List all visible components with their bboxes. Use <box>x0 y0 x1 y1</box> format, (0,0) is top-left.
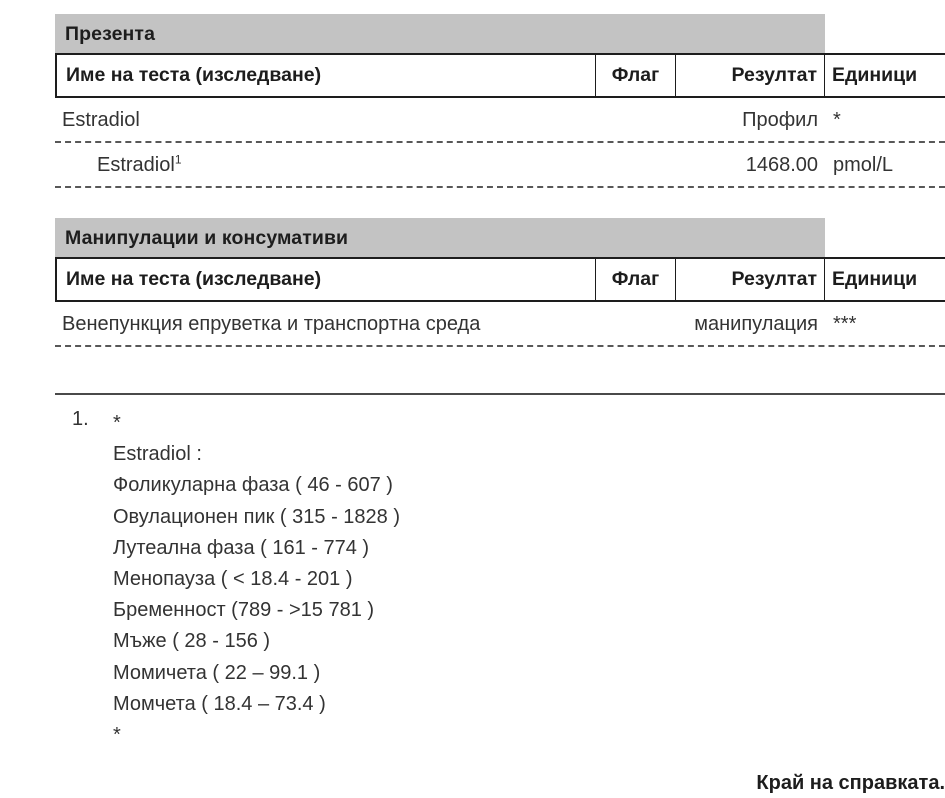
footnote-line: Estradiol : <box>113 443 202 466</box>
footnote-divider <box>55 393 945 395</box>
column-header-test-name: Име на теста (изследване) <box>55 55 596 96</box>
cell-units: pmol/L <box>833 154 894 176</box>
cell-test-name: Венепункция епруветка и транспортна сред… <box>55 313 596 336</box>
cell-units: * <box>833 109 841 131</box>
table-header-row: Име на теста (изследване) Флаг Резултат … <box>55 53 945 98</box>
footnote-item: 1. * Estradiol : Фоликуларна фаза ( 46 -… <box>55 408 945 751</box>
footnote-line: * <box>113 724 121 747</box>
table-row: Estradiol Профил * <box>55 98 945 143</box>
column-header-flag: Флаг <box>596 55 676 96</box>
section-header-band: Манипулации и консумативи <box>55 218 825 257</box>
footnote-number: 1. <box>72 408 89 430</box>
cell-result: манипулация <box>694 313 818 335</box>
column-header-units: Единици <box>832 64 918 86</box>
column-header-test-name: Име на теста (изследване) <box>55 259 596 300</box>
report-section: Презента Име на теста (изследване) Флаг … <box>55 14 945 188</box>
report-end-label: Край на справката. <box>756 772 945 794</box>
section-header-band: Презента <box>55 14 825 53</box>
cell-result: Профил <box>742 109 818 131</box>
footnote-line: Мъже ( 28 - 156 ) <box>113 630 271 653</box>
report-section: Манипулации и консумативи Име на теста (… <box>55 218 945 347</box>
section-title: Манипулации и консумативи <box>65 227 349 249</box>
column-header-units: Единици <box>832 268 918 290</box>
cell-result: 1468.00 <box>745 154 818 176</box>
footnote-reference-marker: 1 <box>174 152 182 167</box>
footnote-line: Фоликуларна фаза ( 46 - 607 ) <box>113 474 393 497</box>
footnote-line: Бременност (789 - >15 781 ) <box>113 599 375 622</box>
footnote-line: Момчета ( 18.4 – 73.4 ) <box>113 692 326 715</box>
cell-test-name: Estradiol <box>55 109 596 132</box>
cell-units: *** <box>833 313 857 335</box>
cell-test-name: Estradiol1 <box>55 152 596 177</box>
column-header-result: Резултат <box>676 259 825 300</box>
test-name-text: Estradiol <box>62 109 140 131</box>
footnote-line: Овулационен пик ( 315 - 1828 ) <box>113 505 400 528</box>
footnote-line: Менопауза ( < 18.4 - 201 ) <box>113 568 353 591</box>
table-row: Estradiol1 1468.00 pmol/L <box>55 143 945 188</box>
test-name-text: Венепункция епруветка и транспортна сред… <box>62 313 481 335</box>
footnote-line: Лутеална фаза ( 161 - 774 ) <box>113 536 370 559</box>
footnote-list: 1. * Estradiol : Фоликуларна фаза ( 46 -… <box>55 408 945 751</box>
footnote-line: * <box>113 412 121 434</box>
section-title: Презента <box>65 23 156 45</box>
footnote-line: Момичета ( 22 – 99.1 ) <box>113 661 321 684</box>
test-name-text: Estradiol <box>97 154 175 176</box>
column-header-result: Резултат <box>676 55 825 96</box>
table-header-row: Име на теста (изследване) Флаг Резултат … <box>55 257 945 302</box>
column-header-flag: Флаг <box>596 259 676 300</box>
table-row: Венепункция епруветка и транспортна сред… <box>55 302 945 347</box>
